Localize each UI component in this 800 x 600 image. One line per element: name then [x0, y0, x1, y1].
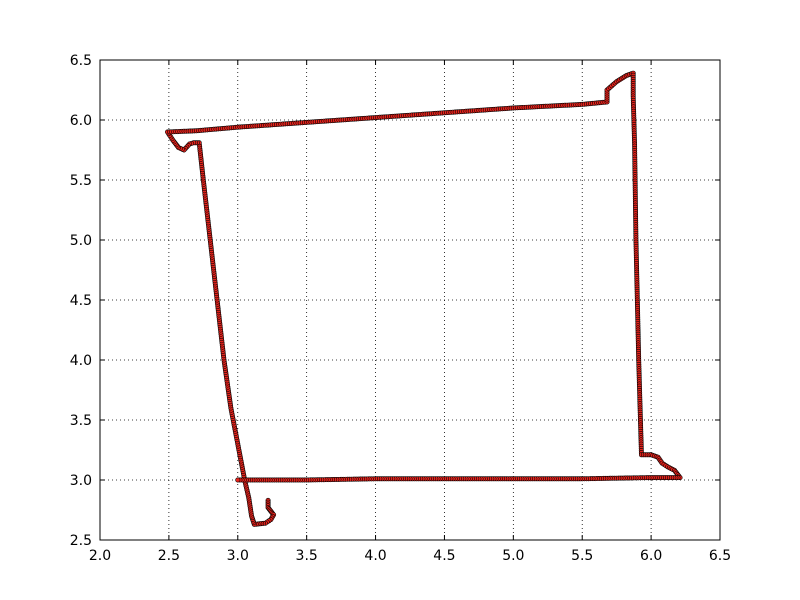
tick-marks: [99, 59, 721, 541]
y-tick-label: 4.0: [70, 353, 92, 369]
y-tick-label: 4.5: [70, 293, 92, 309]
data-point: [235, 477, 241, 483]
y-tick-labels: 2.5 3.0 3.5 4.0 4.5 5.0 5.5 6.0 6.5: [70, 53, 92, 549]
x-tick-label: 4.0: [364, 548, 386, 564]
data-series: [165, 70, 683, 527]
x-tick-label: 2.0: [89, 548, 111, 564]
x-tick-label: 6.0: [640, 548, 662, 564]
y-tick-label: 3.0: [70, 473, 92, 489]
trajectory-markers: [165, 70, 683, 527]
y-tick-label: 6.0: [70, 113, 92, 129]
x-tick-label: 3.5: [296, 548, 318, 564]
y-tick-label: 6.5: [70, 53, 92, 69]
y-tick-label: 2.5: [70, 533, 92, 549]
x-tick-label: 2.5: [158, 548, 180, 564]
x-tick-label: 4.5: [433, 548, 455, 564]
x-tick-label: 3.0: [227, 548, 249, 564]
x-tick-labels: 2.0 2.5 3.0 3.5 4.0 4.5 5.0 5.5 6.0 6.5: [89, 548, 731, 564]
x-tick-label: 5.0: [502, 548, 524, 564]
y-tick-label: 5.0: [70, 233, 92, 249]
y-tick-label: 3.5: [70, 413, 92, 429]
y-tick-label: 5.5: [70, 173, 92, 189]
x-tick-label: 6.5: [709, 548, 731, 564]
x-tick-label: 5.5: [571, 548, 593, 564]
